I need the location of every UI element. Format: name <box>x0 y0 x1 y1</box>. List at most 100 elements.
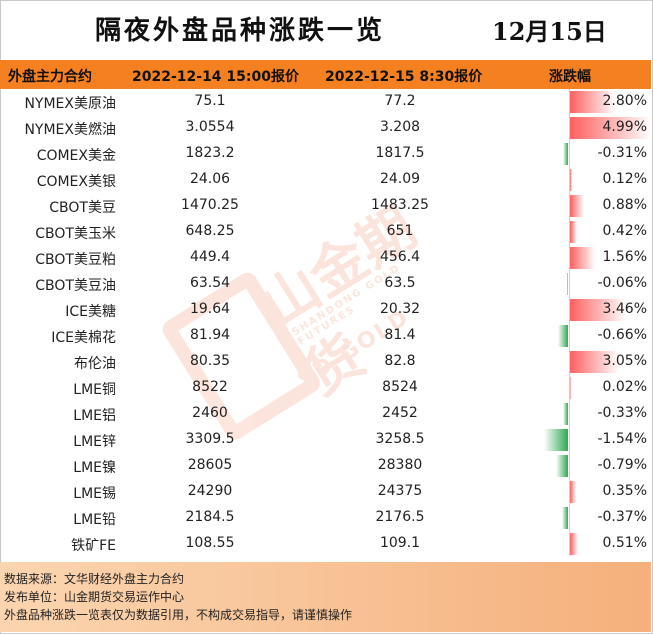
change-pct: 1.56% <box>602 249 647 265</box>
change-pct: 0.42% <box>602 223 647 239</box>
change-bar <box>562 507 568 529</box>
table-row: LME镍 28605 28380 -0.79% <box>0 453 651 479</box>
curr-quote: 1483.25 <box>371 197 429 213</box>
prev-quote: 1470.25 <box>181 197 239 213</box>
change-pct: -1.54% <box>597 431 647 447</box>
contract-name: LME锡 <box>73 486 116 502</box>
curr-quote: 456.4 <box>379 249 421 265</box>
prev-quote: 24290 <box>187 483 233 499</box>
prev-quote: 28605 <box>187 457 233 473</box>
header-change: 涨跌幅 <box>549 69 591 85</box>
table-row: CBOT美豆油 63.54 63.5 -0.06% <box>0 271 651 297</box>
prev-quote: 8522 <box>192 379 228 395</box>
prev-quote: 81.94 <box>189 327 231 343</box>
change-bar <box>562 403 568 425</box>
table-row: CBOT美豆粕 449.4 456.4 1.56% <box>0 245 651 271</box>
contract-name: LME铅 <box>73 512 116 528</box>
contract-name: CBOT美豆油 <box>35 278 116 294</box>
prev-quote: 19.64 <box>189 301 231 317</box>
table-row: LME铜 8522 8524 0.02% <box>0 375 651 401</box>
change-bar <box>570 533 579 555</box>
contract-name: COMEX美金 <box>36 148 116 164</box>
change-pct: 0.12% <box>602 171 647 187</box>
contract-name: ICE美棉花 <box>51 330 116 346</box>
report-date: 12月15日 <box>492 17 607 46</box>
change-bar <box>567 273 568 295</box>
change-pct: 2.80% <box>602 93 647 109</box>
curr-quote: 109.1 <box>379 535 421 551</box>
prev-quote: 24.06 <box>189 171 231 187</box>
change-pct: 3.46% <box>602 301 647 317</box>
contract-name: LME铜 <box>73 382 116 398</box>
change-bar <box>570 195 585 217</box>
curr-quote: 2452 <box>382 405 418 421</box>
footer-publisher: 发布单位：山金期货交易运作中心 <box>4 590 185 604</box>
curr-quote: 24.09 <box>379 171 421 187</box>
contract-name: 铁矿FE <box>71 538 116 554</box>
curr-quote: 1817.5 <box>375 145 425 161</box>
header-prev-quote: 2022-12-14 15:00报价 <box>132 69 299 85</box>
change-pct: 0.35% <box>602 483 647 499</box>
change-pct: -0.33% <box>597 405 647 421</box>
curr-quote: 82.8 <box>384 353 416 369</box>
change-pct: -0.66% <box>597 327 647 343</box>
table-row: LME铝 2460 2452 -0.33% <box>0 401 651 427</box>
table-row: ICE美糖 19.64 20.32 3.46% <box>0 297 651 323</box>
contract-name: CBOT美豆粕 <box>35 252 116 268</box>
change-bar <box>570 247 596 269</box>
table-row: COMEX美金 1823.2 1817.5 -0.31% <box>0 141 651 167</box>
contract-name: LME镍 <box>73 460 116 476</box>
prev-quote: 2460 <box>192 405 228 421</box>
change-axis <box>569 89 570 556</box>
change-pct: -0.31% <box>597 145 647 161</box>
change-bar <box>555 455 568 477</box>
change-bar <box>570 117 651 139</box>
change-pct: 4.99% <box>602 119 647 135</box>
prev-quote: 80.35 <box>189 353 231 369</box>
table-row: 布伦油 80.35 82.8 3.05% <box>0 349 651 375</box>
contract-name: NYMEX美原油 <box>24 96 116 112</box>
change-bar <box>570 481 576 503</box>
curr-quote: 20.32 <box>379 301 421 317</box>
table-row: CBOT美豆 1470.25 1483.25 0.88% <box>0 193 651 219</box>
table-row: LME铅 2184.5 2176.5 -0.37% <box>0 505 651 531</box>
table-row: COMEX美银 24.06 24.09 0.12% <box>0 167 651 193</box>
change-pct: -0.37% <box>597 509 647 525</box>
footer: 数据来源：文华财经外盘主力合约 发布单位：山金期货交易运作中心 外盘品种涨跌一览… <box>0 562 651 632</box>
table-header: 外盘主力合约 2022-12-14 15:00报价 2022-12-15 8:3… <box>0 60 651 89</box>
curr-quote: 651 <box>386 223 414 239</box>
change-bar <box>570 91 616 113</box>
change-bar <box>570 299 627 321</box>
contract-name: ICE美糖 <box>65 304 116 320</box>
page-title: 隔夜外盘品种涨跌一览 <box>95 16 386 46</box>
curr-quote: 2176.5 <box>375 509 425 525</box>
change-bar <box>570 377 571 399</box>
prev-quote: 63.54 <box>189 275 231 291</box>
prev-quote: 3309.5 <box>185 431 235 447</box>
change-pct: 0.02% <box>602 379 647 395</box>
header-contract: 外盘主力合约 <box>8 69 92 85</box>
change-pct: 3.05% <box>602 353 647 369</box>
change-bar <box>570 221 577 243</box>
table-row: 铁矿FE 108.55 109.1 0.51% <box>0 531 651 557</box>
table-row: NYMEX美燃油 3.0554 3.208 4.99% <box>0 115 651 141</box>
curr-quote: 3258.5 <box>375 431 425 447</box>
change-bar <box>557 325 568 347</box>
contract-name: LME铝 <box>73 408 116 424</box>
curr-quote: 8524 <box>382 379 418 395</box>
curr-quote: 28380 <box>377 457 423 473</box>
prev-quote: 1823.2 <box>185 145 235 161</box>
change-bar <box>570 169 572 191</box>
title-row: 隔夜外盘品种涨跌一览 12月15日 <box>0 0 651 60</box>
contract-name: CBOT美豆 <box>49 200 116 216</box>
curr-quote: 63.5 <box>384 275 416 291</box>
curr-quote: 24375 <box>377 483 423 499</box>
table-row: LME锡 24290 24375 0.35% <box>0 479 651 505</box>
prev-quote: 2184.5 <box>185 509 235 525</box>
change-pct: 0.88% <box>602 197 647 213</box>
table-row: LME锌 3309.5 3258.5 -1.54% <box>0 427 651 453</box>
change-bar <box>570 351 620 373</box>
change-bar <box>563 143 568 165</box>
footer-source: 数据来源：文华财经外盘主力合约 <box>4 572 185 586</box>
contract-name: LME锌 <box>73 434 116 450</box>
